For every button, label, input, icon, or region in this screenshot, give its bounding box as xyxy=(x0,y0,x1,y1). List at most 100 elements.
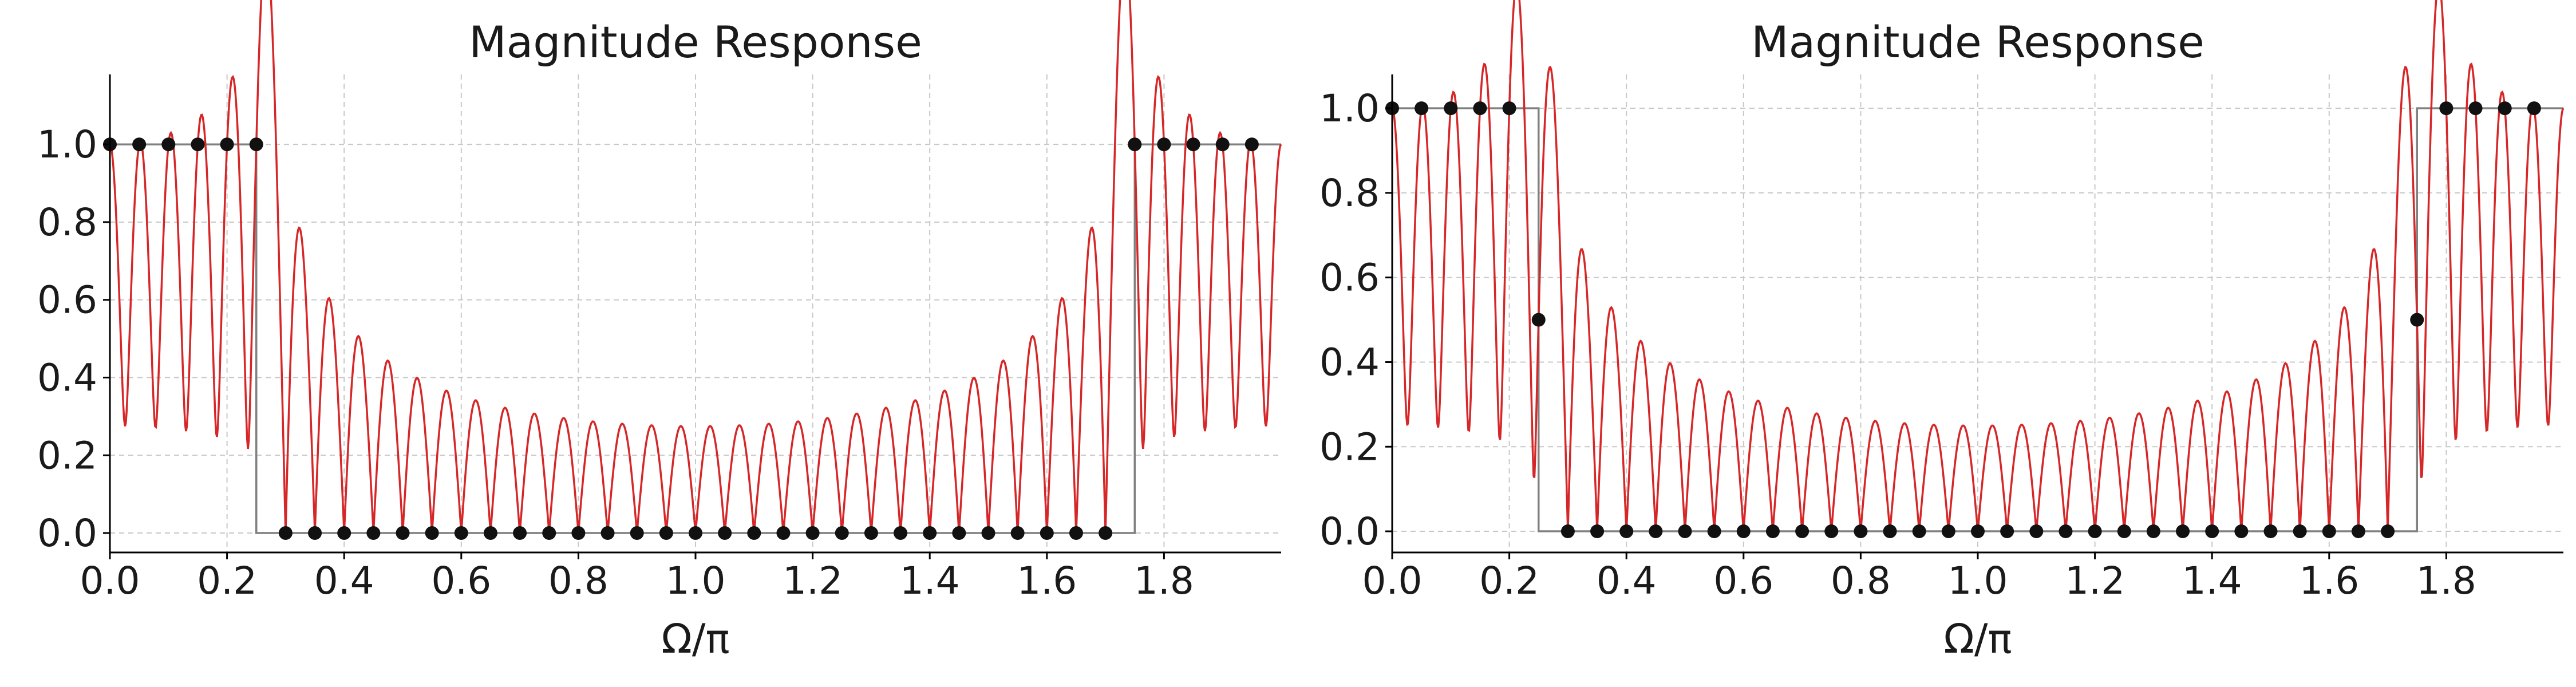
sample-point xyxy=(2351,524,2365,539)
x-tick-label: 1.6 xyxy=(2299,559,2359,603)
y-tick-label: 1.0 xyxy=(1319,86,1380,131)
sample-point xyxy=(1560,524,1575,539)
y-tick-label: 0.6 xyxy=(1319,256,1380,300)
sample-point xyxy=(2205,524,2219,539)
sample-point xyxy=(1186,137,1200,152)
sample-point xyxy=(278,526,293,540)
y-tick-label: 0.2 xyxy=(37,433,97,477)
x-tick-label: 1.4 xyxy=(900,559,960,603)
sample-point xyxy=(718,526,732,540)
sample-point xyxy=(2234,524,2249,539)
sample-point xyxy=(396,526,410,540)
sample-point xyxy=(1736,524,1751,539)
sample-point xyxy=(1010,526,1025,540)
y-tick-label: 0.8 xyxy=(37,200,97,244)
x-axis-label: Ω/π xyxy=(1943,615,2012,662)
sample-point xyxy=(1415,101,1429,116)
sample-point xyxy=(776,526,791,540)
sample-point xyxy=(952,526,966,540)
sample-point xyxy=(2468,101,2483,116)
sample-point xyxy=(2381,524,2395,539)
sample-point xyxy=(1619,524,1634,539)
sample-point xyxy=(1040,526,1054,540)
sample-point xyxy=(1128,137,1142,152)
sample-point xyxy=(425,526,439,540)
sample-point xyxy=(689,526,702,540)
sample-point xyxy=(659,526,673,540)
sample-point xyxy=(542,526,556,540)
sample-point xyxy=(132,137,147,152)
sample-point xyxy=(1244,137,1259,152)
sample-point xyxy=(454,526,468,540)
sample-point xyxy=(1707,524,1721,539)
sample-point xyxy=(1649,524,1663,539)
sample-point xyxy=(191,137,205,152)
chart-panel-right: Magnitude Response Ω/π 0.0 0.2 0.4 0.6 0.8 1.… xyxy=(1319,0,2565,662)
x-tick-label: 0.8 xyxy=(1831,559,1891,603)
sample-point xyxy=(1502,101,1516,116)
y-tick-label: 0.4 xyxy=(1319,340,1380,384)
sample-point xyxy=(894,526,908,540)
sample-point xyxy=(1444,101,1458,116)
sample-point xyxy=(981,526,995,540)
sample-point xyxy=(366,526,381,540)
sample-point xyxy=(923,526,937,540)
sample-point xyxy=(600,526,615,540)
sample-point xyxy=(2263,524,2278,539)
x-tick-label: 1.8 xyxy=(2416,559,2476,603)
sample-point xyxy=(1069,526,1083,540)
sample-point xyxy=(1157,137,1171,152)
sample-point xyxy=(1824,524,1839,539)
sample-point xyxy=(2293,524,2307,539)
sample-point xyxy=(805,526,820,540)
x-tick-label: 1.2 xyxy=(2065,559,2125,603)
x-tick-label: 0.6 xyxy=(1713,559,1773,603)
sample-point xyxy=(483,526,497,540)
y-tick-label: 0.6 xyxy=(37,278,97,322)
sample-point xyxy=(1678,524,1692,539)
chart-title: Magnitude Response xyxy=(469,17,922,68)
sample-point xyxy=(571,526,586,540)
sample-point xyxy=(2498,101,2512,116)
x-tick-label: 0.8 xyxy=(548,559,609,603)
x-tick-label: 0.2 xyxy=(1479,559,1539,603)
sample-point xyxy=(1531,313,1546,327)
chart-title: Magnitude Response xyxy=(1751,17,2204,68)
sample-point xyxy=(2000,524,2014,539)
y-tick-label: 0.0 xyxy=(1319,510,1380,554)
sample-point xyxy=(1971,524,1985,539)
y-tick-label: 0.4 xyxy=(37,356,97,400)
y-tick-label: 1.0 xyxy=(37,123,97,167)
sample-point xyxy=(2322,524,2336,539)
sample-point xyxy=(2176,524,2190,539)
sample-point xyxy=(1854,524,1868,539)
x-tick-label: 0.4 xyxy=(1597,559,1657,603)
sample-point xyxy=(2410,313,2424,327)
x-tick-label: 1.0 xyxy=(1948,559,2008,603)
ideal-response-line xyxy=(1392,107,2563,532)
sample-point xyxy=(337,526,351,540)
sample-point xyxy=(1473,101,1487,116)
x-axis-label: Ω/π xyxy=(661,615,729,662)
x-tick-label: 1.0 xyxy=(666,559,726,603)
sample-point xyxy=(2029,524,2044,539)
x-tick-label: 1.4 xyxy=(2182,559,2242,603)
sample-point xyxy=(835,526,849,540)
sample-point xyxy=(220,137,234,152)
sample-point xyxy=(1215,137,1230,152)
sample-point xyxy=(2527,101,2541,116)
sample-point xyxy=(2059,524,2073,539)
x-tick-label: 0.6 xyxy=(431,559,491,603)
y-tick-label: 0.8 xyxy=(1319,171,1380,215)
sample-point xyxy=(2117,524,2131,539)
x-tick-label: 1.6 xyxy=(1017,559,1077,603)
sample-point xyxy=(1912,524,1926,539)
x-tick-label: 0.2 xyxy=(197,559,257,603)
sample-point xyxy=(1883,524,1897,539)
sample-point xyxy=(864,526,878,540)
sample-point xyxy=(249,137,263,152)
y-tick-label: 0.2 xyxy=(1319,425,1380,469)
x-tick-label: 0.4 xyxy=(314,559,374,603)
sample-point xyxy=(2146,524,2160,539)
